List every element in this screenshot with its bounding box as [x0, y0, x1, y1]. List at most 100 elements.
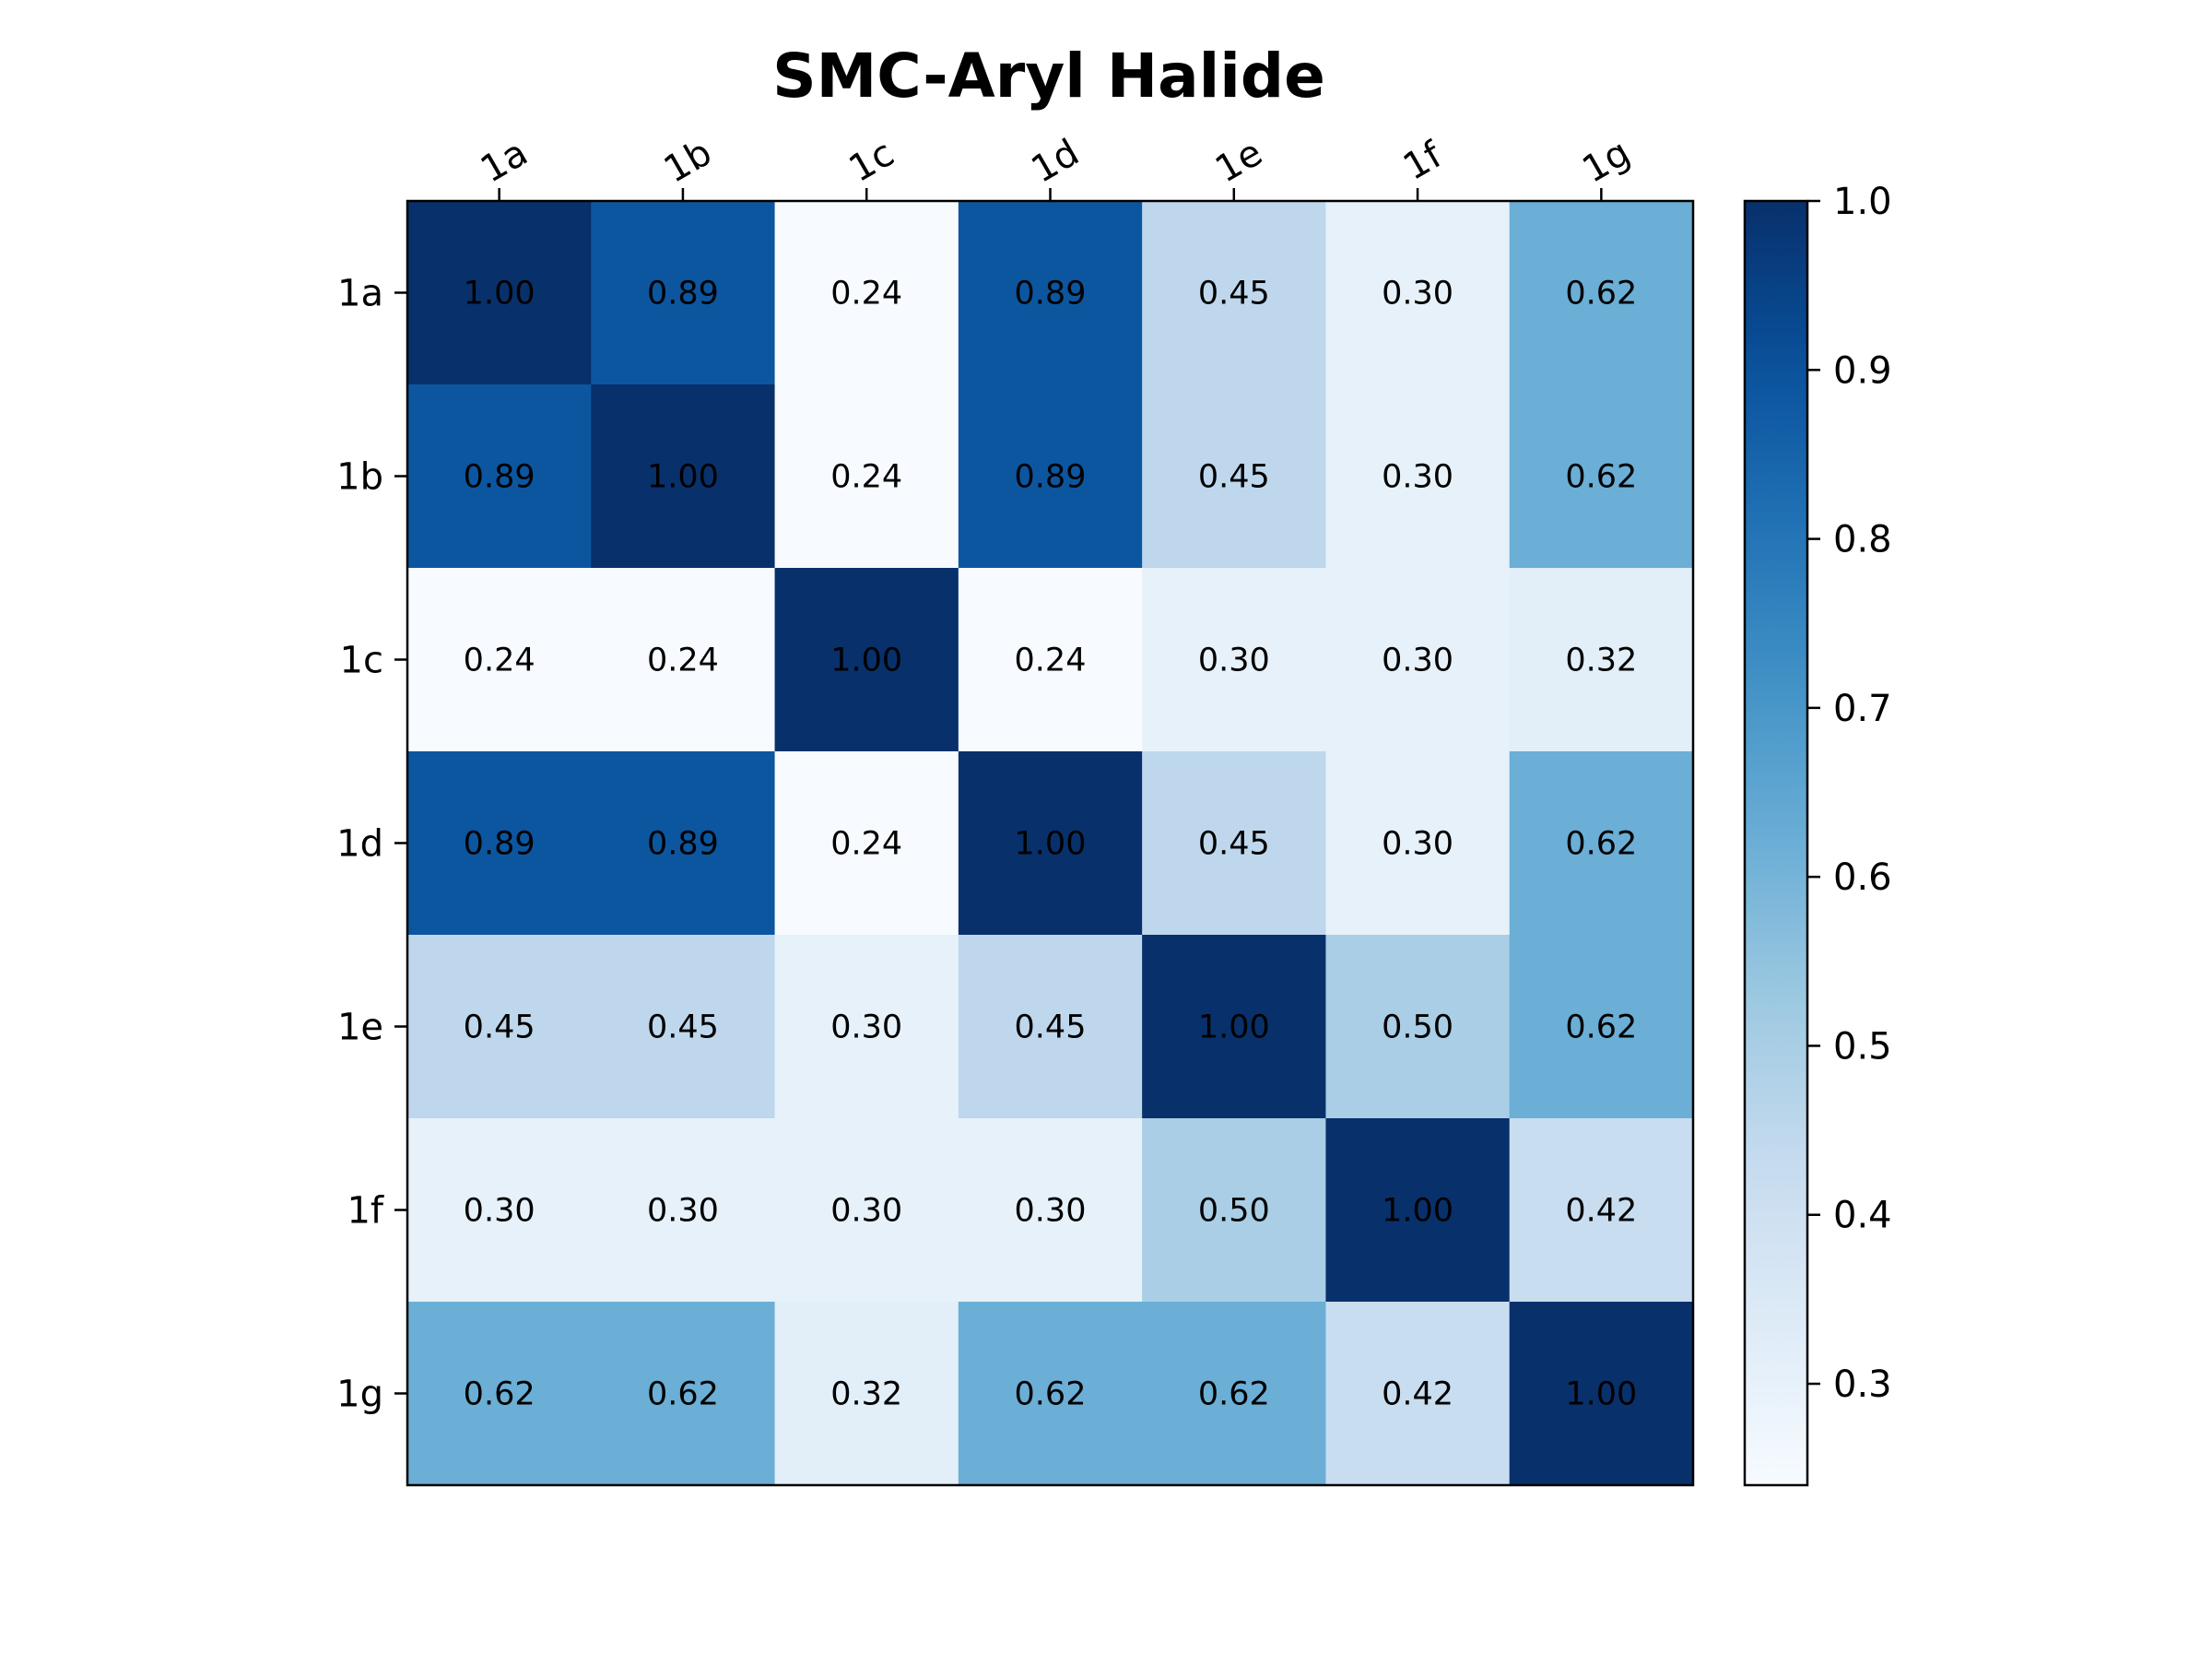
cell-value-label: 0.24: [647, 643, 719, 679]
colorbar-tick-label: 0.8: [1833, 519, 1892, 561]
heatmap-cell: [958, 1302, 1143, 1486]
heatmap-cells: [407, 201, 1694, 1486]
cell-value-label: 1.00: [1015, 826, 1087, 863]
heatmap-cell: [1142, 935, 1327, 1119]
heatmap-cell: [1142, 1118, 1327, 1303]
cell-value-label: 0.62: [1015, 1376, 1087, 1413]
cell-value-label: 0.30: [830, 1009, 902, 1046]
cell-value-label: 0.45: [647, 1009, 719, 1046]
cell-value-label: 0.24: [830, 826, 902, 863]
cell-value-label: 0.62: [1565, 459, 1637, 496]
cell-value-label: 0.24: [830, 459, 902, 496]
heatmap-cell: [1325, 568, 1511, 752]
cell-value-label: 0.24: [1015, 643, 1087, 679]
cell-value-label: 0.50: [1198, 1193, 1270, 1230]
cell-value-label: 0.89: [647, 276, 719, 313]
colorbar-tick-label: 1.0: [1833, 181, 1892, 223]
x-axis-ticks: 1a 1b 1c 1d 1e 1f 1g: [474, 132, 1637, 201]
heatmap-cell: [1142, 568, 1327, 752]
heatmap-cell: [774, 201, 959, 385]
heatmap-cell: [591, 384, 776, 569]
cell-value-label: 0.30: [1198, 643, 1270, 679]
cell-value-label: 0.30: [1382, 276, 1453, 313]
heatmap-cell: [774, 568, 959, 752]
cell-value-label: 1.00: [1565, 1376, 1637, 1413]
colorbar-ticks: 0.3 0.4 0.5 0.6 0.7 0.8 0.9 1.0: [1807, 181, 1892, 1406]
heatmap-cell: [1325, 201, 1511, 385]
heatmap-cell: [407, 935, 592, 1119]
cell-value-labels: 1.00 0.89 0.24 0.89 0.45 0.30 0.62 0.89 1.00 0.24…: [464, 276, 1638, 1413]
heatmap-cell: [774, 1302, 959, 1486]
heatmap-cell: [1509, 1302, 1694, 1486]
cell-value-label: 0.30: [1382, 826, 1453, 863]
heatmap-cell: [1509, 1118, 1694, 1303]
colorbar-tick-label: 0.5: [1833, 1025, 1892, 1068]
cell-value-label: 0.62: [1565, 276, 1637, 313]
chart-title: SMC-Aryl Halide: [772, 41, 1325, 112]
heatmap-cell: [1325, 384, 1511, 569]
y-axis-ticks: 1a 1b 1c 1d 1e 1f 1g: [336, 273, 407, 1416]
cell-value-label: 1.00: [1382, 1193, 1453, 1230]
cell-value-label: 0.30: [1382, 459, 1453, 496]
heatmap-cell: [1142, 751, 1327, 936]
cell-value-label: 0.89: [647, 826, 719, 863]
cell-value-label: 0.45: [464, 1009, 535, 1046]
heatmap-cell: [1509, 201, 1694, 385]
heatmap-cell: [958, 568, 1143, 752]
cell-value-label: 0.24: [464, 643, 535, 679]
heatmap-cell: [1509, 751, 1694, 936]
heatmap-cell: [407, 1302, 592, 1486]
cell-value-label: 0.50: [1382, 1009, 1453, 1046]
cell-value-label: 0.62: [647, 1376, 719, 1413]
heatmap-cell: [958, 384, 1143, 569]
colorbar-frame: [1743, 199, 1809, 1487]
heatmap-cell: [591, 935, 776, 1119]
cell-value-label: 0.89: [464, 826, 535, 863]
heatmap-cell: [1325, 1118, 1511, 1303]
y-tick-label: 1e: [337, 1007, 383, 1049]
heatmap-cell: [591, 1302, 776, 1486]
colorbar-tick-label: 0.4: [1833, 1195, 1892, 1237]
heatmap-cell: [407, 1118, 592, 1303]
cell-value-label: 0.45: [1015, 1009, 1087, 1046]
y-tick-label: 1a: [337, 273, 383, 315]
y-tick-label: 1f: [347, 1190, 383, 1233]
heatmap-cell: [1142, 1302, 1327, 1486]
y-tick-label: 1c: [340, 640, 383, 682]
cell-value-label: 1.00: [647, 459, 719, 496]
x-tick-label: 1d: [1024, 132, 1086, 192]
cell-value-label: 0.32: [1565, 643, 1637, 679]
heatmap-cell: [1142, 201, 1327, 385]
heatmap-cell: [958, 935, 1143, 1119]
cell-value-label: 1.00: [464, 276, 535, 313]
heatmap-cell: [774, 751, 959, 936]
cell-value-label: 0.45: [1198, 826, 1270, 863]
cell-value-label: 1.00: [830, 643, 902, 679]
cell-value-label: 0.45: [1198, 459, 1270, 496]
colorbar-tick-label: 0.7: [1833, 688, 1892, 730]
heatmap-cell: [774, 1118, 959, 1303]
cell-value-label: 0.30: [830, 1193, 902, 1230]
x-tick-label: 1e: [1208, 132, 1269, 192]
colorbar: [1745, 201, 1807, 1485]
x-tick-label: 1b: [657, 132, 719, 192]
cell-value-label: 0.30: [647, 1193, 719, 1230]
cell-value-label: 0.30: [464, 1193, 535, 1230]
x-tick-label: 1a: [474, 132, 535, 192]
cell-value-label: 1.00: [1198, 1009, 1270, 1046]
cell-value-label: 0.30: [1382, 643, 1453, 679]
heatmap-cell: [1509, 384, 1694, 569]
heatmap-cell: [591, 751, 776, 936]
colorbar-tick-label: 0.6: [1833, 856, 1892, 899]
cell-value-label: 0.45: [1198, 276, 1270, 313]
heatmap-cell: [1142, 384, 1327, 569]
heatmap-cell: [774, 384, 959, 569]
cell-value-label: 0.32: [830, 1376, 902, 1413]
cell-value-label: 0.62: [464, 1376, 535, 1413]
heatmap-cell: [591, 568, 776, 752]
y-tick-label: 1d: [336, 823, 383, 866]
x-tick-label: 1c: [842, 132, 901, 191]
heatmap-cell: [958, 751, 1143, 936]
